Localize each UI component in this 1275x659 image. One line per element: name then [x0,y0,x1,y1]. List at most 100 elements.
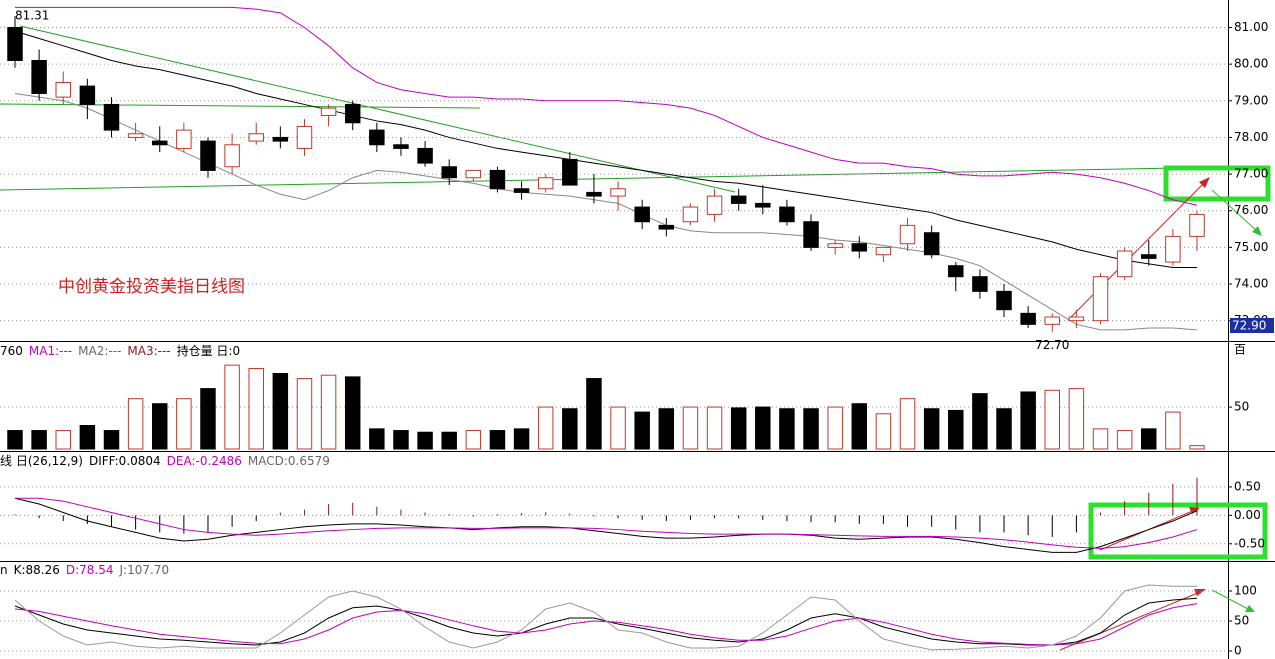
min-label: 72.70 [1035,338,1069,352]
arrow [1211,589,1251,611]
y-tick-label: 74.00 [1234,277,1268,291]
y-tick-label: 50 [1234,614,1249,628]
volume-bar [948,409,964,450]
volume-bar [272,373,289,450]
volume-bar [296,378,313,450]
series-line [15,497,1198,549]
volume-bar [176,398,192,450]
arrow [1211,189,1259,233]
y-tick-label: 0.50 [1234,479,1261,493]
y-tick-label: 77.00 [1234,167,1268,181]
volume-bar [1189,445,1205,450]
volume-bar [200,388,216,450]
candle-body [1165,235,1181,263]
candle-body [296,125,313,149]
volume-bar [610,406,626,450]
volume-bar [803,408,819,450]
volume-bar [465,430,482,450]
candle-body [224,144,240,168]
candle-body [200,140,216,171]
candle-body [513,188,530,193]
series-line [14,584,1197,651]
candle-body [730,195,747,204]
series-line [15,6,1198,206]
candle-body [151,140,168,146]
y-tick-label: 79.00 [1234,93,1268,107]
volume-bar [248,367,264,450]
y-tick-label: 81.00 [1234,20,1268,34]
volume-bar [923,408,940,450]
candle-body [634,206,650,223]
max-label: 81.31 [15,9,49,23]
candle-body [562,158,578,186]
candle-body [996,290,1012,311]
candle-body [1189,213,1205,237]
legend-item: 持仓量 日:0 [177,343,241,358]
legend-item: n [0,563,8,577]
candle-body [393,144,409,149]
y-tick-label: 50 [1234,400,1249,414]
volume-bar [779,408,795,450]
legend-item: 线 日(26,12,9) [0,454,83,468]
candle-body [875,246,892,256]
y-tick-label: 78.00 [1234,130,1268,144]
legend: 线 日(26,12,9) DIFF:0.0804 DEA:-0.2486 MACD:0… [0,454,330,468]
highlight-box [1088,502,1268,560]
volume-bar [489,430,506,450]
candle-body [706,195,723,215]
candle-body [417,147,433,164]
volume-bar [562,408,578,450]
legend-item: D:78.54 [66,563,114,577]
y-tick-label: 100 [1234,584,1257,598]
volume-bar [1092,428,1109,450]
candle-body [586,191,602,197]
candle-body [7,26,23,61]
candle-body [537,177,554,190]
volume-bar [755,406,771,450]
series-line [14,603,1198,646]
candle-body [610,188,626,197]
arrow [1069,181,1206,319]
legend-item: MA3:--- [127,344,170,358]
candle-body [803,221,819,248]
candle-body [1068,316,1085,322]
volume-bar [224,364,240,450]
legend-item: MACD:0.6579 [248,454,330,468]
series-line [14,497,1198,553]
candle-body [176,129,192,149]
candle-body [779,206,795,223]
volume-bar [851,403,868,450]
volume-bar [1044,389,1061,450]
trend-line [19,25,736,193]
volume-bar [1165,411,1181,450]
volume-bar [972,393,988,450]
arrowhead [1245,605,1255,612]
y-tick-label: 0 [1234,644,1242,658]
candle-body [827,243,843,248]
legend-item: J:107.70 [119,563,170,577]
volume-bar [706,406,723,450]
series-line [14,30,1197,269]
arrowhead [1252,226,1262,236]
candle-body [948,265,964,278]
volume-bar [393,430,409,450]
candle-body [31,59,47,94]
volume-bar [1141,428,1157,450]
volume-bar [682,406,699,450]
volume-bar [103,430,120,450]
candle-body [320,107,337,116]
volume-bar [996,408,1012,450]
legend-item: MA2:--- [78,344,121,358]
volume-bar [369,428,385,450]
volume-bar [537,406,554,450]
chart-title: 中创黄金投资美指日线图 [58,277,245,297]
y-tick-label: -0.50 [1234,536,1265,550]
candle-body [1092,276,1109,322]
candle-body [55,81,71,98]
candle-body [489,169,506,190]
volume-bar [634,411,650,450]
trend-line [0,166,1229,191]
candle-body [127,133,144,138]
y-tick-label: 75.00 [1234,240,1268,254]
